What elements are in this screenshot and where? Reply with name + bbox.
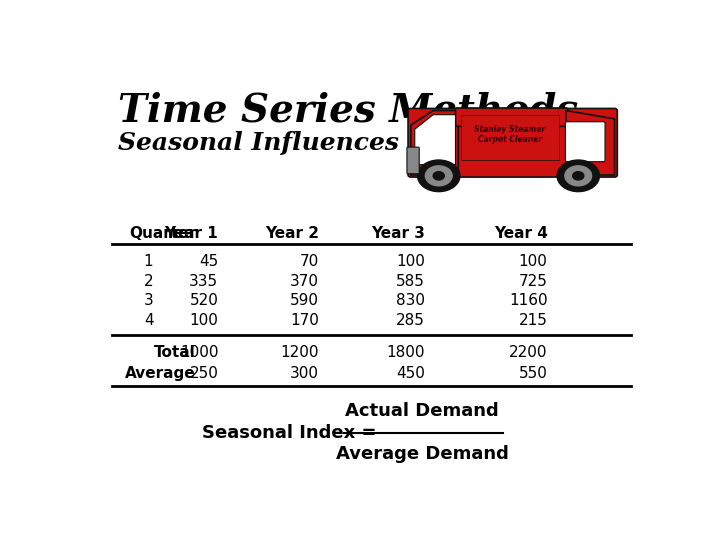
Text: 100: 100 xyxy=(189,313,218,328)
Text: Seasonal Index =: Seasonal Index = xyxy=(202,424,382,442)
Text: Stanley Steamer
Carpet Cleaner: Stanley Steamer Carpet Cleaner xyxy=(474,125,545,144)
Text: 285: 285 xyxy=(396,313,425,328)
FancyBboxPatch shape xyxy=(407,147,419,174)
Text: 3: 3 xyxy=(144,293,153,308)
Text: 725: 725 xyxy=(518,274,547,288)
Text: Time Series Methods: Time Series Methods xyxy=(118,92,578,130)
Text: 100: 100 xyxy=(396,254,425,268)
Text: 45: 45 xyxy=(199,254,218,268)
Text: 1: 1 xyxy=(144,254,153,268)
Text: 100: 100 xyxy=(518,254,547,268)
Text: 4: 4 xyxy=(144,313,153,328)
Polygon shape xyxy=(411,111,459,175)
Text: 2: 2 xyxy=(144,274,153,288)
FancyBboxPatch shape xyxy=(565,122,605,161)
Text: 585: 585 xyxy=(396,274,425,288)
Polygon shape xyxy=(415,114,456,165)
Text: 450: 450 xyxy=(396,366,425,381)
FancyBboxPatch shape xyxy=(461,114,559,160)
Circle shape xyxy=(572,172,584,180)
Text: Total: Total xyxy=(154,345,196,360)
Text: 335: 335 xyxy=(189,274,218,288)
Text: Year 2: Year 2 xyxy=(265,226,319,241)
Text: 550: 550 xyxy=(518,366,547,381)
Text: 300: 300 xyxy=(289,366,319,381)
Circle shape xyxy=(557,160,600,192)
Text: 1160: 1160 xyxy=(509,293,547,308)
Text: 590: 590 xyxy=(289,293,319,308)
Polygon shape xyxy=(566,111,615,175)
Text: 70: 70 xyxy=(300,254,319,268)
Text: Year 4: Year 4 xyxy=(494,226,547,241)
Circle shape xyxy=(565,166,592,186)
Text: 1000: 1000 xyxy=(180,345,218,360)
Text: Average Demand: Average Demand xyxy=(336,446,508,463)
Text: 250: 250 xyxy=(189,366,218,381)
Text: Average: Average xyxy=(125,366,196,381)
Text: 2200: 2200 xyxy=(509,345,547,360)
Text: 1200: 1200 xyxy=(280,345,319,360)
FancyBboxPatch shape xyxy=(456,108,567,126)
Circle shape xyxy=(426,166,452,186)
Text: 370: 370 xyxy=(289,274,319,288)
Text: Seasonal Influences: Seasonal Influences xyxy=(118,131,399,156)
Circle shape xyxy=(433,172,444,180)
Text: Year 3: Year 3 xyxy=(371,226,425,241)
Text: Actual Demand: Actual Demand xyxy=(345,402,499,420)
Text: 520: 520 xyxy=(189,293,218,308)
Text: Quarter: Quarter xyxy=(129,226,196,241)
Text: 1800: 1800 xyxy=(387,345,425,360)
Text: 170: 170 xyxy=(290,313,319,328)
FancyBboxPatch shape xyxy=(408,109,617,177)
Circle shape xyxy=(418,160,460,192)
Text: 215: 215 xyxy=(518,313,547,328)
Text: Year 1: Year 1 xyxy=(165,226,218,241)
Text: 830: 830 xyxy=(396,293,425,308)
